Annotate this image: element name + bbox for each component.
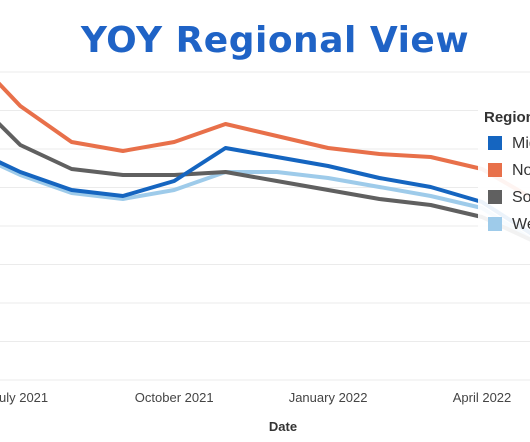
legend-swatch-northeast <box>488 163 502 177</box>
series-line-northeast <box>0 81 530 200</box>
legend-label-west: West <box>512 216 530 233</box>
x-tick-label: July 2021 <box>0 390 48 405</box>
legend-swatch-west <box>488 217 502 231</box>
series-line-west <box>0 163 530 242</box>
legend-label-midwest: Midwest <box>512 135 530 152</box>
chart-title: YOY Regional View <box>80 20 470 61</box>
legend-title: Region <box>484 109 530 126</box>
legend-swatch-midwest <box>488 136 502 150</box>
x-axis-title: Date <box>269 419 297 434</box>
x-tick-label: January 2022 <box>289 390 368 405</box>
legend-swatch-south <box>488 190 502 204</box>
x-tick-label: April 2022 <box>453 390 512 405</box>
x-tick-label: October 2021 <box>135 390 214 405</box>
legend-label-northeast: Northeast <box>512 162 530 179</box>
legend-background <box>478 104 530 244</box>
legend-label-south: South <box>512 189 530 206</box>
series-line-south <box>0 121 530 242</box>
series-line-midwest <box>0 146 530 236</box>
